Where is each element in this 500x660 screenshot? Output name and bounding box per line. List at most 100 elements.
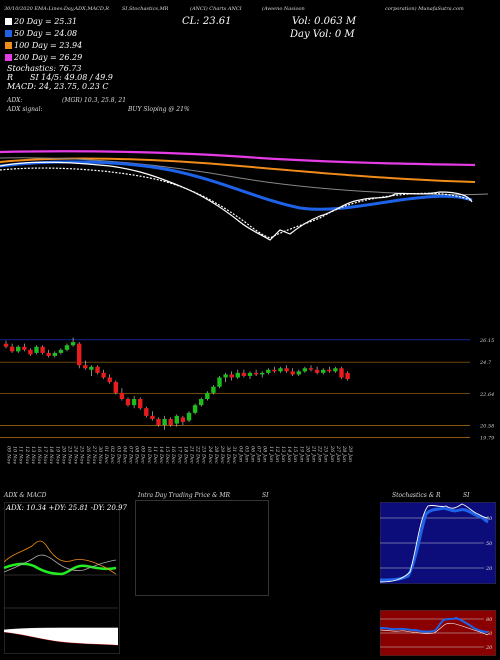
- adx-panel-title: ADX & MACD: [4, 492, 47, 499]
- candle-body: [58, 349, 64, 353]
- x-date-label: 15 Jan: [292, 446, 298, 462]
- candle-body: [272, 369, 277, 372]
- x-date-label: 07 Jan: [256, 446, 262, 462]
- candle-body: [125, 398, 131, 406]
- x-date-label: 01 Dec: [103, 446, 109, 464]
- rsi-tick-80: 80: [486, 617, 493, 623]
- adx-macd-chart: [4, 540, 118, 646]
- x-date-label: 19 Jan: [298, 446, 304, 462]
- stoch-tick-50: 50: [486, 541, 493, 547]
- price-tick-label: 22.64: [479, 392, 494, 398]
- intraday-panel-title: Intra Day Trading Price & MR: [138, 492, 231, 499]
- ma20-label: 20 Day = 25.31: [14, 17, 78, 26]
- candle-body: [302, 368, 308, 372]
- x-date-label: 07 Dec: [128, 446, 134, 464]
- header-indicators: 30/10/2020 EMA:Lines:Day,ADX,MACD,R: [4, 6, 110, 12]
- price-tick-label: 20.58: [479, 423, 494, 429]
- candle-body: [192, 405, 198, 413]
- candle-body: [16, 346, 21, 352]
- x-date-label: 14 Jan: [286, 446, 292, 462]
- ma200-swatch: [5, 54, 12, 61]
- macd-value: MACD: 24, 23.75, 0.23 C: [7, 82, 109, 91]
- x-date-label: 17 Dec: [176, 446, 182, 464]
- candle-body: [266, 369, 271, 373]
- candle-body: [345, 372, 350, 380]
- ma100-label: 100 Day = 23.94: [14, 41, 83, 50]
- x-date-label: 21 Dec: [189, 445, 195, 464]
- moving-average-chart: [0, 150, 489, 241]
- candle-body: [241, 372, 247, 376]
- x-date-label: 28 Dec: [213, 445, 219, 464]
- x-date-label: 21 Jan: [311, 445, 317, 462]
- close-price: CL: 23.61: [182, 16, 232, 27]
- rsi-blue-line: [380, 616, 489, 633]
- candle-body: [339, 368, 344, 378]
- minus-di-line: [4, 554, 117, 573]
- price-tick-label: 26.15: [479, 338, 494, 344]
- adx-label: ADX:: [7, 97, 23, 104]
- ma50-label: 50 Day = 24.08: [14, 29, 78, 38]
- candle-body: [3, 343, 9, 347]
- stochastics-value: Stochastics: 76.73: [7, 64, 82, 73]
- adx-panel-box: [4, 502, 120, 654]
- candle-body: [119, 392, 125, 399]
- candle-body: [101, 372, 106, 378]
- candle-body: [46, 352, 51, 356]
- stochastics-chart: 80 50 20: [380, 502, 496, 584]
- candle-body: [199, 398, 204, 406]
- candle-body: [314, 369, 320, 373]
- header-company-a: (Aveeno Nasioon: [262, 6, 305, 12]
- price-tick-label: 19.79: [480, 436, 495, 442]
- candle-body: [144, 408, 149, 416]
- x-date-label: 10 Dec: [146, 446, 152, 464]
- candle-body: [247, 372, 253, 376]
- day-volume: Day Vol: 0 M: [290, 29, 355, 40]
- stoch-panel-si: SI: [463, 492, 470, 499]
- ma50-line: [0, 160, 473, 211]
- candle-body: [278, 368, 283, 372]
- rsi-tick-50: 50: [486, 631, 493, 637]
- x-date-label: 22 Jan: [317, 445, 323, 462]
- candlestick-chart: 26.15 24.7 22.64 20.58 19.79 09 Nov 10 Nov 11 N…: [0, 337, 495, 464]
- x-date-label: 22 Dec: [195, 445, 201, 464]
- intraday-panel-box: [135, 500, 269, 596]
- candle-body: [131, 398, 137, 406]
- candle-body: [223, 374, 228, 378]
- candle-body: [150, 415, 155, 419]
- x-date-label: 18 Dec: [182, 446, 188, 464]
- candle-body: [253, 372, 259, 375]
- x-date-label: 20 Jan: [304, 445, 310, 462]
- ma100-swatch: [5, 42, 12, 49]
- adx-panel-values: ADX: 10.34 +DY: 25.81 -DY: 20.97: [6, 504, 127, 512]
- x-date-label: 11 Jan: [268, 446, 274, 462]
- candle-body: [107, 377, 112, 383]
- candle-body: [308, 368, 314, 370]
- x-date-label: 13 Jan: [280, 446, 286, 462]
- price-line: [0, 161, 473, 241]
- intraday-panel-si: SI: [262, 492, 269, 499]
- x-date-label: 02 Dec: [109, 446, 115, 464]
- rsi-prefix: R: [7, 73, 14, 82]
- header-mid: SI,Stochastics,MR: [122, 6, 169, 12]
- x-date-label: 28 Jan: [341, 445, 347, 462]
- candle-body: [95, 366, 100, 373]
- x-date-label: 04 Dec: [121, 446, 127, 464]
- candle-body: [34, 346, 39, 353]
- candle-body: [260, 372, 265, 375]
- macd-fill: [4, 628, 118, 645]
- ma200-line: [0, 150, 476, 167]
- x-date-label: 09 Dec: [140, 446, 146, 464]
- x-date-label: 29 Dec: [219, 445, 225, 464]
- x-date-label: 04 Jan: [237, 446, 243, 462]
- x-date-label: 26 Jan: [329, 445, 335, 462]
- candle-body: [321, 369, 326, 373]
- rsi-chart: 80 50 20: [380, 610, 496, 656]
- candle-body: [327, 369, 332, 372]
- candle-body: [162, 418, 167, 426]
- ma200-label: 200 Day = 26.29: [14, 53, 83, 62]
- candle-body: [138, 398, 143, 409]
- candle-body: [235, 372, 240, 378]
- x-date-label: 06 Jan: [250, 446, 256, 462]
- x-date-label: 11 Nov: [18, 446, 24, 464]
- x-date-label: 08 Jan: [262, 446, 268, 462]
